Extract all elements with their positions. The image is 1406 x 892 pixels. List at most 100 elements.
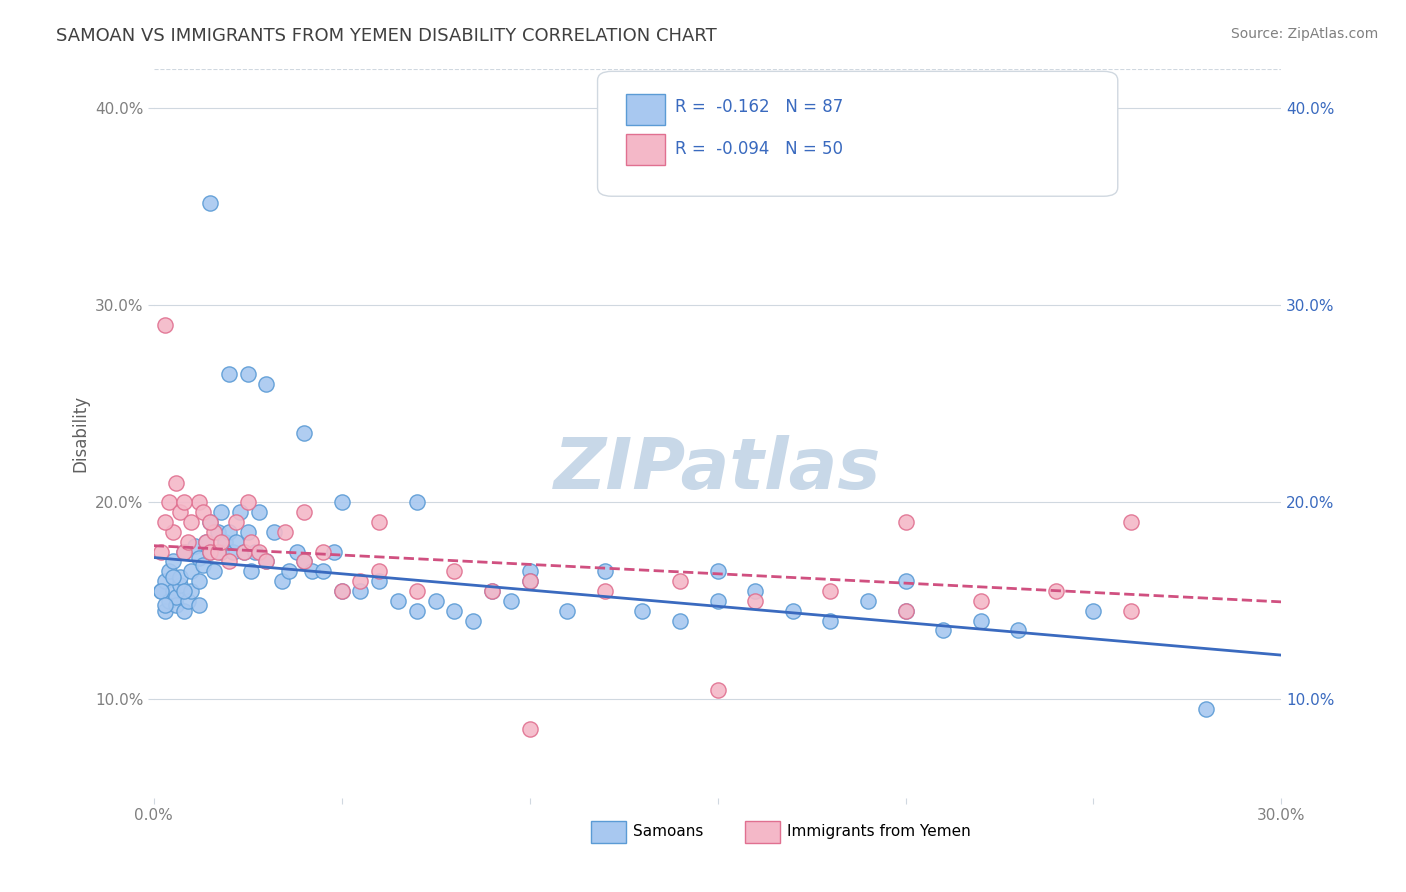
Text: ZIPatlas: ZIPatlas: [554, 435, 882, 504]
Point: [481, 584, 503, 599]
Text: Source: ZipAtlas.com: Source: ZipAtlas.com: [1230, 27, 1378, 41]
Point: [180, 564, 202, 578]
Point: [1119, 604, 1142, 618]
Point: [1119, 515, 1142, 529]
Point: [169, 578, 191, 592]
Point: [162, 570, 184, 584]
Point: [593, 584, 616, 599]
Point: [330, 584, 353, 599]
Point: [368, 564, 391, 578]
Point: [195, 534, 218, 549]
Point: [173, 544, 195, 558]
Point: [209, 505, 232, 519]
Point: [312, 544, 335, 558]
Point: [195, 534, 218, 549]
Point: [165, 475, 187, 490]
Point: [173, 495, 195, 509]
Point: [198, 515, 221, 529]
Point: [555, 604, 578, 618]
Point: [301, 564, 323, 578]
Point: [187, 495, 209, 509]
Point: [932, 624, 955, 638]
Point: [278, 564, 301, 578]
Point: [856, 594, 879, 608]
Point: [292, 505, 315, 519]
Point: [157, 564, 180, 578]
Point: [232, 544, 254, 558]
Text: Immigrants from Yemen: Immigrants from Yemen: [787, 824, 972, 838]
Point: [519, 574, 541, 589]
Point: [330, 584, 353, 599]
Point: [165, 598, 187, 612]
Point: [236, 367, 259, 381]
Point: [180, 515, 202, 529]
Point: [176, 534, 198, 549]
Point: [969, 594, 991, 608]
Point: [150, 584, 173, 599]
Point: [894, 604, 917, 618]
Y-axis label: Disability: Disability: [72, 395, 89, 472]
Point: [519, 574, 541, 589]
Point: [1195, 702, 1218, 716]
Point: [463, 614, 485, 628]
Point: [221, 544, 243, 558]
Point: [214, 534, 236, 549]
Point: [232, 544, 254, 558]
Point: [894, 604, 917, 618]
Point: [207, 524, 229, 539]
Point: [706, 594, 728, 608]
Point: [387, 594, 409, 608]
Point: [198, 544, 221, 558]
Point: [153, 515, 176, 529]
Point: [256, 554, 278, 568]
Point: [405, 584, 427, 599]
Point: [292, 554, 315, 568]
Point: [169, 570, 191, 584]
Point: [162, 584, 184, 599]
Point: [209, 534, 232, 549]
Point: [245, 544, 267, 558]
Point: [236, 524, 259, 539]
Point: [593, 564, 616, 578]
Point: [270, 574, 292, 589]
Point: [225, 515, 247, 529]
Point: [782, 604, 804, 618]
Point: [150, 544, 173, 558]
Text: SAMOAN VS IMMIGRANTS FROM YEMEN DISABILITY CORRELATION CHART: SAMOAN VS IMMIGRANTS FROM YEMEN DISABILI…: [56, 27, 717, 45]
Point: [312, 564, 335, 578]
Point: [631, 604, 654, 618]
Point: [256, 554, 278, 568]
Point: [173, 584, 195, 599]
Point: [187, 598, 209, 612]
Point: [153, 598, 176, 612]
Point: [198, 195, 221, 210]
Point: [218, 524, 240, 539]
Point: [157, 495, 180, 509]
Text: Samoans: Samoans: [633, 824, 703, 838]
Point: [706, 564, 728, 578]
Point: [669, 614, 692, 628]
Point: [165, 590, 187, 604]
Point: [236, 495, 259, 509]
Point: [191, 558, 214, 573]
Point: [499, 594, 522, 608]
Point: [744, 584, 766, 599]
Point: [153, 318, 176, 332]
Point: [820, 584, 842, 599]
Point: [519, 564, 541, 578]
Point: [368, 574, 391, 589]
Point: [225, 534, 247, 549]
Point: [425, 594, 447, 608]
Point: [323, 544, 346, 558]
Point: [176, 594, 198, 608]
Point: [744, 594, 766, 608]
Point: [820, 614, 842, 628]
Point: [173, 544, 195, 558]
Point: [285, 544, 308, 558]
Point: [150, 584, 173, 599]
Point: [1083, 604, 1105, 618]
Point: [368, 515, 391, 529]
Point: [187, 550, 209, 565]
Point: [669, 574, 692, 589]
Point: [292, 426, 315, 441]
